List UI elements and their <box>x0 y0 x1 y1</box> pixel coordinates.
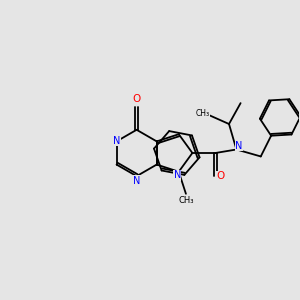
Text: O: O <box>133 94 141 104</box>
Text: CH₃: CH₃ <box>178 196 194 205</box>
Text: O: O <box>217 171 225 181</box>
Text: N: N <box>235 141 242 151</box>
Text: N: N <box>113 136 120 146</box>
Text: N: N <box>133 176 140 186</box>
Text: N: N <box>174 170 181 180</box>
Text: CH₃: CH₃ <box>196 109 210 118</box>
